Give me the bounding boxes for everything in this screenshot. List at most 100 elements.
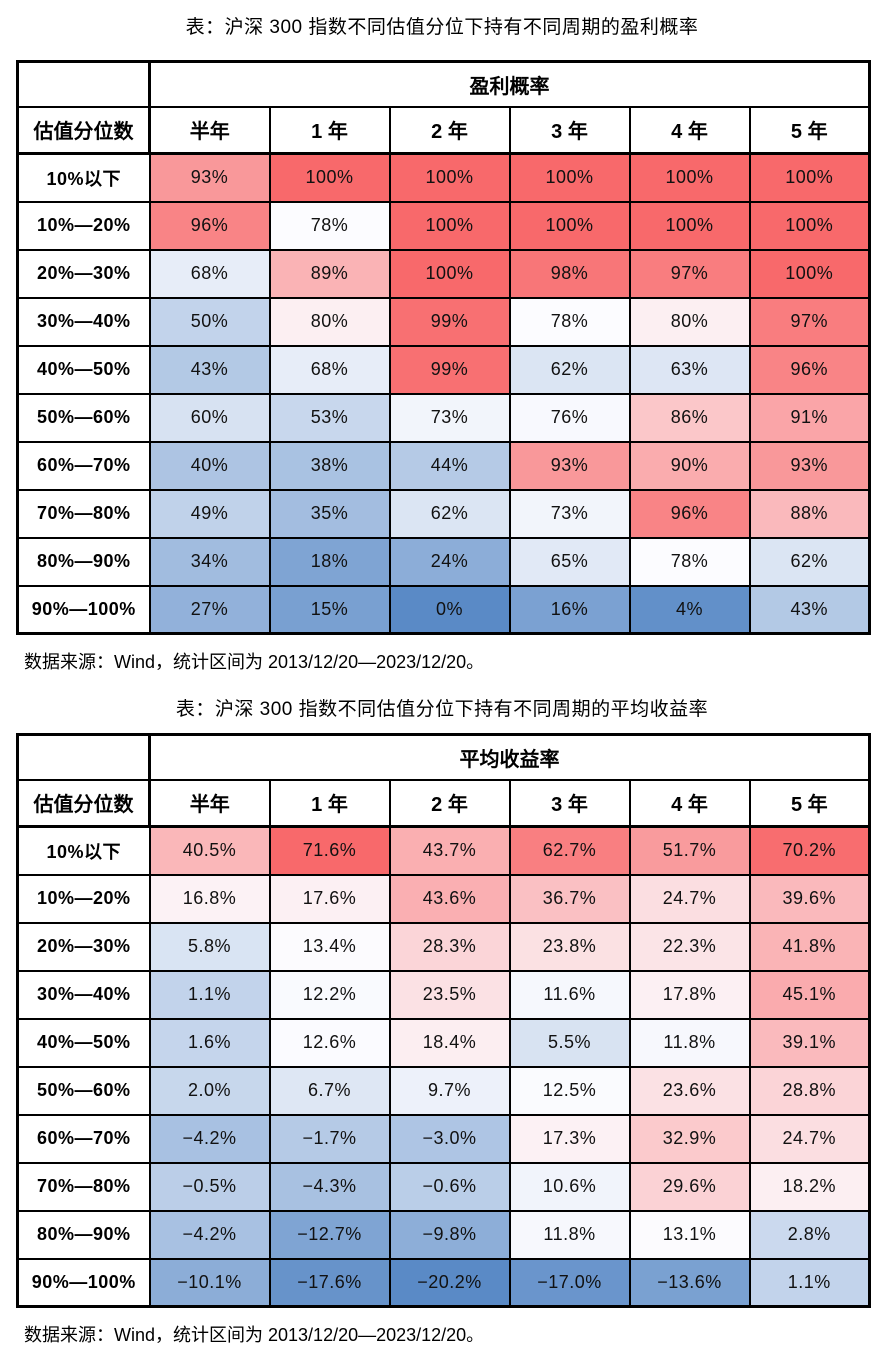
row-label: 70%—80% [16,488,151,539]
value-cell: 97% [628,248,751,299]
value-cell: 24.7% [748,1113,871,1164]
table-row: 60%—70% −4.2% −1.7% −3.0% 17.3% 32.9% 24.7% [16,1113,871,1164]
value-cell: 80% [628,296,751,347]
table-row: 20%—30% 5.8% 13.4% 28.3% 23.8% 22.3% 41.8% [16,921,871,972]
value-cell: 12.5% [508,1065,631,1116]
value-cell: 5.5% [508,1017,631,1068]
value-cell: 100% [388,200,511,251]
table-row: 50%—60% 60% 53% 73% 76% 86% 91% [16,392,871,443]
data-source-note: 数据来源：Wind，统计区间为 2013/12/20—2023/12/20。 [24,652,485,672]
value-cell: 1.1% [748,1257,871,1308]
value-cell: 73% [388,392,511,443]
row-label: 40%—50% [16,1017,151,1068]
value-cell: −4.2% [148,1113,271,1164]
value-cell: 4% [628,584,751,635]
value-cell: 22.3% [628,921,751,972]
value-cell: 50% [148,296,271,347]
value-cell: 1.1% [148,969,271,1020]
period-header: 5 年 [748,105,871,155]
value-cell: 39.1% [748,1017,871,1068]
value-cell: 17.3% [508,1113,631,1164]
table-row: 10%以下 93% 100% 100% 100% 100% 100% [16,152,871,203]
table-row: 70%—80% 49% 35% 62% 73% 96% 88% [16,488,871,539]
table-row: 90%—100% 27% 15% 0% 16% 4% 43% [16,584,871,635]
value-cell: 62% [508,344,631,395]
period-header: 4 年 [628,778,751,828]
value-cell: −0.6% [388,1161,511,1212]
value-cell: 63% [628,344,751,395]
value-cell: 98% [508,248,631,299]
value-cell: 96% [748,344,871,395]
value-cell: 78% [508,296,631,347]
period-header: 3 年 [508,105,631,155]
row-label: 20%—30% [16,248,151,299]
value-cell: 91% [748,392,871,443]
value-cell: −13.6% [628,1257,751,1308]
value-cell: 93% [148,152,271,203]
value-cell: 35% [268,488,391,539]
row-label: 90%—100% [16,1257,151,1308]
value-cell: 89% [268,248,391,299]
value-cell: 15% [268,584,391,635]
value-cell: 86% [628,392,751,443]
value-cell: 40% [148,440,271,491]
value-cell: 27% [148,584,271,635]
value-cell: 100% [388,152,511,203]
value-cell: 1.6% [148,1017,271,1068]
value-cell: 11.8% [628,1017,751,1068]
value-cell: 62.7% [508,825,631,876]
value-cell: 10.6% [508,1161,631,1212]
value-cell: −12.7% [268,1209,391,1260]
value-cell: 49% [148,488,271,539]
value-cell: 100% [628,200,751,251]
period-header: 1 年 [268,778,391,828]
value-cell: −4.3% [268,1161,391,1212]
row-header-label: 估值分位数 [16,105,151,155]
period-header: 1 年 [268,105,391,155]
value-cell: −20.2% [388,1257,511,1308]
row-label: 70%—80% [16,1161,151,1212]
value-cell: 60% [148,392,271,443]
value-cell: 16.8% [148,873,271,924]
value-cell: 70.2% [748,825,871,876]
value-cell: 13.1% [628,1209,751,1260]
value-cell: 71.6% [268,825,391,876]
average-return-section: 表：沪深 300 指数不同估值分位下持有不同周期的平均收益率 平均收益率 估值分位… [0,696,884,1348]
value-cell: 100% [748,200,871,251]
row-label: 20%—30% [16,921,151,972]
value-cell: 90% [628,440,751,491]
group-header: 盈利概率 [148,60,871,108]
value-cell: 100% [268,152,391,203]
row-label: 10%以下 [16,825,151,876]
value-cell: 45.1% [748,969,871,1020]
row-label: 60%—70% [16,440,151,491]
value-cell: 23.5% [388,969,511,1020]
value-cell: 2.0% [148,1065,271,1116]
value-cell: 73% [508,488,631,539]
value-cell: 68% [148,248,271,299]
value-cell: 18.2% [748,1161,871,1212]
table-row: 10%—20% 96% 78% 100% 100% 100% 100% [16,200,871,251]
value-cell: 88% [748,488,871,539]
row-label: 10%以下 [16,152,151,203]
profit-probability-section: 表：沪深 300 指数不同估值分位下持有不同周期的盈利概率 盈利概率 估值分位数半… [0,14,884,675]
value-cell: 97% [748,296,871,347]
row-label: 30%—40% [16,296,151,347]
value-cell: 5.8% [148,921,271,972]
value-cell: 78% [628,536,751,587]
row-label: 80%—90% [16,536,151,587]
value-cell: 28.3% [388,921,511,972]
value-cell: 18% [268,536,391,587]
value-cell: 12.6% [268,1017,391,1068]
period-header: 3 年 [508,778,631,828]
value-cell: 18.4% [388,1017,511,1068]
table-row: 50%—60% 2.0% 6.7% 9.7% 12.5% 23.6% 28.8% [16,1065,871,1116]
value-cell: 41.8% [748,921,871,972]
row-label: 10%—20% [16,873,151,924]
value-cell: 96% [148,200,271,251]
table-row: 30%—40% 1.1% 12.2% 23.5% 11.6% 17.8% 45.1% [16,969,871,1020]
value-cell: 39.6% [748,873,871,924]
value-cell: 100% [508,152,631,203]
table-row: 80%—90% 34% 18% 24% 65% 78% 62% [16,536,871,587]
